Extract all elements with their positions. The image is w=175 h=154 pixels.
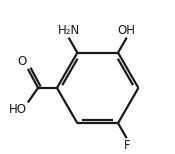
Text: F: F (123, 139, 130, 152)
Text: O: O (17, 55, 26, 68)
Text: H₂N: H₂N (57, 24, 80, 37)
Text: HO: HO (8, 103, 26, 116)
Text: OH: OH (118, 24, 136, 37)
